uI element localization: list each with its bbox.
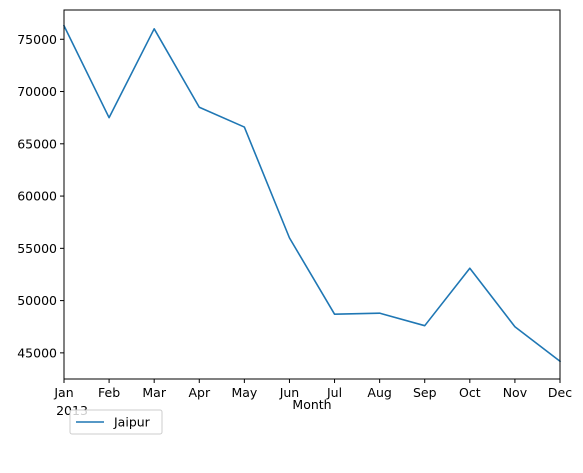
x-tick-label: Jun xyxy=(279,385,300,400)
y-tick-label: 50000 xyxy=(17,293,57,308)
x-tick-label: Jan xyxy=(53,385,73,400)
x-tick-label: Mar xyxy=(142,385,166,400)
legend: Jaipur xyxy=(69,409,163,435)
x-tick-label: Jul xyxy=(326,385,342,400)
x-tick-label: Oct xyxy=(459,385,481,400)
legend-entry-jaipur: Jaipur xyxy=(113,415,151,430)
series-layer xyxy=(62,24,562,363)
y-tick-label: 55000 xyxy=(17,241,57,256)
x-tick-label: Apr xyxy=(188,385,210,400)
series-line-jaipur xyxy=(62,24,562,363)
y-tick-label: 75000 xyxy=(17,32,57,47)
y-tick-label: 60000 xyxy=(17,189,57,204)
x-tick-label: Sep xyxy=(413,385,437,400)
y-axis: 45000 50000 55000 60000 65000 70000 75000 xyxy=(17,32,64,360)
x-tick-label: Aug xyxy=(367,385,391,400)
x-tick-label: May xyxy=(231,385,257,400)
x-tick-label: Feb xyxy=(98,385,120,400)
x-tick-label: Dec xyxy=(548,385,572,400)
y-tick-label: 70000 xyxy=(17,84,57,99)
y-tick-label: 65000 xyxy=(17,136,57,151)
x-tick-label: Nov xyxy=(503,385,528,400)
x-axis-label: Month xyxy=(292,397,331,412)
legend-frame xyxy=(69,409,163,435)
plot-frame xyxy=(63,9,561,380)
x-axis: Jan Feb Mar Apr May Jun Jul Aug Sep Oct Nov Dec xyxy=(53,379,572,400)
y-tick-label: 45000 xyxy=(17,345,57,360)
plot-area xyxy=(64,10,560,379)
